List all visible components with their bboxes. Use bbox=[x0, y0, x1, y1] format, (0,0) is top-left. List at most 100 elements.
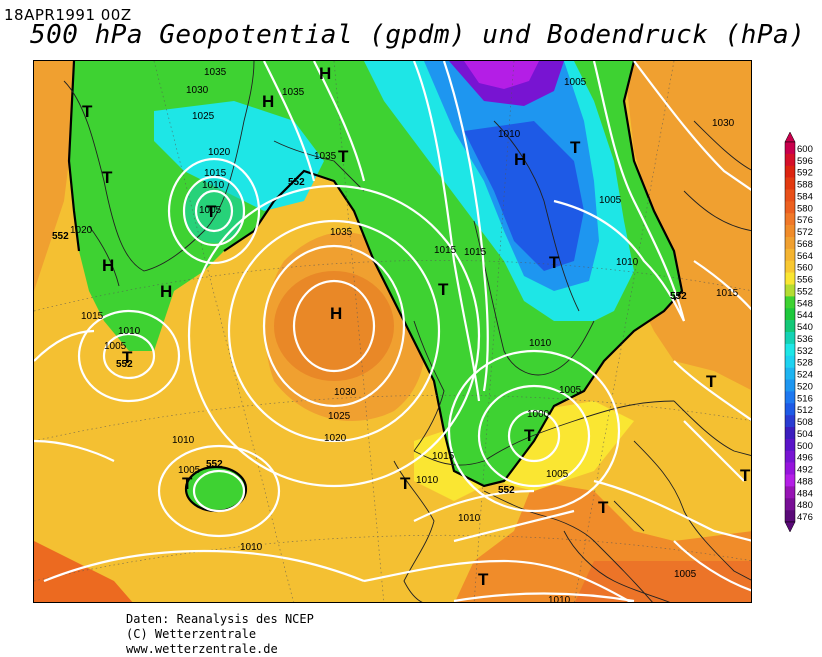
isobar-label: 1025 bbox=[328, 411, 351, 422]
colorbar-tick-label: 560 bbox=[797, 263, 813, 274]
colorbar-tick-label: 568 bbox=[797, 239, 813, 250]
low-marker: T bbox=[122, 348, 133, 367]
credits-data-source: Daten: Reanalysis des NCEP bbox=[126, 612, 314, 626]
isobar-label: 1025 bbox=[192, 111, 215, 122]
colorbar-tick-label: 600 bbox=[797, 144, 813, 155]
colorbar-tick-label: 500 bbox=[797, 441, 813, 452]
colorbar-swatch bbox=[785, 213, 795, 226]
isobar-label: 1005 bbox=[599, 195, 622, 206]
isobar-label: 1035 bbox=[204, 67, 227, 78]
contour-label: 552 bbox=[52, 231, 69, 242]
contour-label: 552 bbox=[498, 485, 515, 496]
colorbar-tick-label: 512 bbox=[797, 405, 813, 416]
weather-map[interactable]: 1035 1030 1025 1020 1015 1010 1005 1035 … bbox=[33, 60, 752, 603]
colorbar-tick-label: 488 bbox=[797, 476, 813, 487]
colorbar-tick-label: 536 bbox=[797, 334, 813, 345]
colorbar-swatch bbox=[785, 153, 795, 167]
isobar-label: 1015 bbox=[464, 247, 487, 258]
colorbar-tick-label: 564 bbox=[797, 251, 813, 262]
colorbar-swatch bbox=[785, 438, 795, 452]
low-marker: T bbox=[82, 102, 93, 121]
colorbar-swatch bbox=[785, 355, 795, 368]
colorbar-swatch bbox=[785, 450, 795, 463]
colorbar-tick-label: 556 bbox=[797, 275, 813, 286]
colorbar-max-arrow bbox=[784, 131, 796, 143]
colorbar-swatch bbox=[785, 296, 795, 309]
colorbar-swatch bbox=[785, 498, 795, 511]
warm-region bbox=[34, 61, 94, 291]
colorbar-tick-label: 524 bbox=[797, 370, 813, 381]
isobars bbox=[34, 61, 751, 602]
colorbar-tick-label: 516 bbox=[797, 393, 813, 404]
coastlines bbox=[63, 61, 751, 602]
low-pressure-markers: T T T T T T T T T T T T T T T bbox=[82, 102, 751, 589]
colorbar-tick-label: 520 bbox=[797, 381, 813, 392]
colorbar-min-arrow bbox=[784, 521, 796, 533]
colorbar-tick-label: 492 bbox=[797, 465, 813, 476]
trough-blue-region bbox=[464, 121, 584, 271]
colorbar-tick-label: 508 bbox=[797, 417, 813, 428]
colorbar-swatch bbox=[785, 391, 795, 404]
colorbar-tick-label: 504 bbox=[797, 429, 813, 440]
colorbar-swatch bbox=[785, 142, 795, 155]
colorbar-swatch bbox=[785, 201, 795, 214]
colorbar-swatch bbox=[785, 486, 795, 499]
warm-region bbox=[34, 541, 133, 602]
isobar-label: 1015 bbox=[432, 451, 455, 462]
low-region bbox=[184, 179, 244, 243]
trough-core-region bbox=[464, 61, 539, 89]
isobar-label: 1030 bbox=[186, 85, 209, 96]
isobar-label: 1005 bbox=[674, 569, 697, 580]
isobar-label: 1020 bbox=[208, 147, 231, 158]
credits-website: www.wetterzentrale.de bbox=[126, 642, 278, 656]
isobar-label: 1005 bbox=[564, 77, 587, 88]
colorbar-tick-label: 528 bbox=[797, 358, 813, 369]
contour-label: 552 bbox=[206, 459, 223, 470]
isobar-label: 1015 bbox=[204, 168, 227, 179]
low-marker: T bbox=[524, 426, 535, 445]
low-marker: T bbox=[549, 253, 560, 272]
low-marker: T bbox=[706, 372, 717, 391]
colorbar-legend: 600 596 592 588 584 580 576 572 568 564 560 556 552 5… bbox=[783, 131, 820, 533]
colorbar-swatch bbox=[785, 367, 795, 380]
isobar-label: 1010 bbox=[529, 338, 552, 349]
colorbar-swatch bbox=[785, 177, 795, 190]
colorbar-tick-label: 532 bbox=[797, 346, 813, 357]
isobar-label: 1035 bbox=[282, 87, 305, 98]
colorbar-swatch bbox=[785, 320, 795, 333]
colorbar-swatch bbox=[785, 415, 795, 428]
low-marker: T bbox=[102, 168, 113, 187]
colorbar-tick-label: 596 bbox=[797, 156, 813, 167]
isobar-label: 1005 bbox=[104, 341, 127, 352]
colorbar-swatch bbox=[785, 308, 795, 321]
low-marker: T bbox=[182, 474, 193, 493]
isobar-label: 1010 bbox=[548, 595, 571, 603]
date-time-label: 18APR1991 00Z bbox=[4, 6, 132, 24]
isobar-label: 1005 bbox=[199, 205, 222, 216]
isobar-label: 1035 bbox=[330, 227, 353, 238]
isobar-label: 1000 bbox=[527, 409, 550, 420]
isobar-label: 1005 bbox=[546, 469, 569, 480]
isobar-label: 1005 bbox=[559, 385, 582, 396]
colorbar-tick-label: 592 bbox=[797, 168, 813, 179]
isobar-label: 1010 bbox=[498, 129, 521, 140]
colorbar-tick-label: 484 bbox=[797, 488, 813, 499]
colorbar-swatch bbox=[785, 272, 795, 285]
colorbar-tick-label: 548 bbox=[797, 298, 813, 309]
colorbar-swatch bbox=[785, 343, 795, 357]
contour-label: 552 bbox=[288, 177, 305, 188]
isobar-label: 1030 bbox=[334, 387, 357, 398]
colorbar-swatch bbox=[785, 510, 795, 523]
high-marker: H bbox=[330, 304, 342, 323]
credits: Daten: Reanalysis des NCEP (C) Wetterzen… bbox=[126, 612, 314, 657]
colorbar-swatch bbox=[785, 474, 795, 487]
colorbar-swatch bbox=[785, 427, 795, 440]
colorbar-tick-label: 576 bbox=[797, 215, 813, 226]
low-marker: T bbox=[740, 466, 751, 485]
colorbar-swatch bbox=[785, 165, 795, 178]
isobar-label: 1030 bbox=[712, 118, 735, 129]
low-marker: T bbox=[478, 570, 489, 589]
contour-552 bbox=[67, 61, 81, 252]
low-marker: T bbox=[570, 138, 581, 157]
low-marker: T bbox=[206, 202, 217, 221]
